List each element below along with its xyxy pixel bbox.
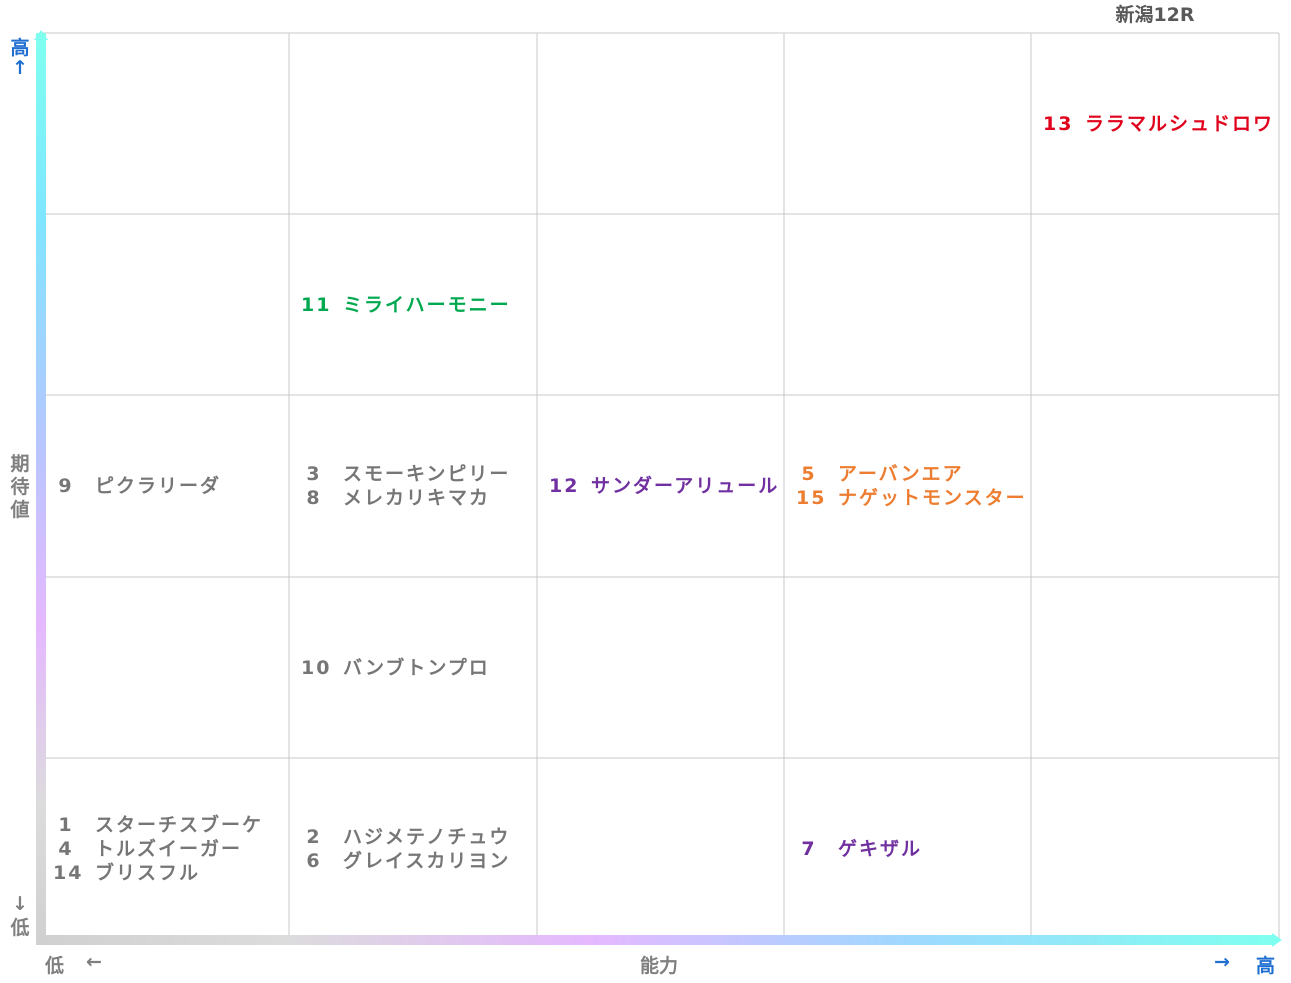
- grid-cell: 5 アーバンエア 15 ナゲットモンスター: [784, 395, 1031, 577]
- x-axis-bar: [36, 935, 1274, 945]
- horse-number: 8: [306, 487, 322, 509]
- y-axis-bar: [36, 33, 46, 943]
- x-axis-title: 能力: [640, 955, 679, 977]
- race-title: 新潟12R: [1115, 4, 1195, 26]
- grid-cell: 9 ピクラリーダ: [41, 395, 289, 577]
- horse-name: サンダーアリュール: [591, 475, 780, 497]
- horse-name: ハジメテノチュウ: [343, 826, 511, 848]
- y-axis-arrowhead: [34, 30, 48, 40]
- horse-entry: 8 メレカリキマカ: [301, 486, 490, 510]
- horse-name: スモーキンピリー: [343, 463, 511, 485]
- horse-number: 12: [549, 475, 580, 497]
- horse-number: 14: [53, 862, 84, 884]
- grid-cell: 7 ゲキザル: [784, 758, 1031, 940]
- grid-cell: 1 スターチスブーケ 4 トルズイーガー 14 ブリスフル: [41, 758, 289, 940]
- horse-number: 11: [301, 293, 332, 316]
- horse-name: トルズイーガー: [95, 838, 243, 860]
- horse-entry: 12 サンダーアリュール: [549, 474, 779, 498]
- horse-number: 10: [301, 656, 332, 679]
- horse-name: アーバンエア: [838, 463, 964, 485]
- x-axis-right-arrow: →: [1214, 951, 1230, 973]
- horse-name: ピクラリーダ: [95, 475, 222, 497]
- horse-name: ブリスフル: [95, 862, 201, 884]
- grid-cell: 10 バンブトンプロ: [289, 577, 537, 758]
- horse-number: 15: [796, 487, 827, 509]
- y-axis-title: 期待値: [10, 453, 30, 521]
- horse-name: バンブトンプロ: [343, 656, 490, 679]
- grid-cell: 12 サンダーアリュール: [537, 395, 784, 577]
- grid-cell: 13 ララマルシュドロワ: [1031, 33, 1279, 214]
- horse-name: グレイスカリヨン: [343, 850, 511, 872]
- grid-cell: 3 スモーキンピリー 8 メレカリキマカ: [289, 395, 537, 577]
- horse-name: ララマルシュドロワ: [1085, 112, 1275, 135]
- horse-number: 6: [306, 850, 322, 872]
- horse-name: ミライハーモニー: [343, 293, 511, 316]
- horse-entry: 11 ミライハーモニー: [301, 293, 511, 317]
- horse-entry: 14 ブリスフル: [53, 861, 200, 885]
- horse-name: ナゲットモンスター: [838, 487, 1027, 509]
- y-axis-low-label: 低: [10, 917, 30, 939]
- horse-name: ゲキザル: [838, 838, 923, 860]
- horse-entry: 1 スターチスブーケ: [53, 813, 263, 837]
- horse-number: 3: [306, 463, 322, 485]
- x-axis-high-label: 高: [1256, 955, 1276, 977]
- horse-entry: 10 バンブトンプロ: [301, 656, 490, 680]
- y-axis-high-label: 高: [10, 37, 30, 59]
- horse-entry: 9 ピクラリーダ: [53, 474, 221, 498]
- horse-number: 2: [306, 826, 322, 848]
- horse-name: メレカリキマカ: [343, 487, 491, 509]
- x-axis-left-arrow: ←: [86, 951, 102, 973]
- x-axis-arrowhead: [1272, 933, 1282, 947]
- y-axis-up-arrow: ↑: [12, 57, 28, 79]
- horse-number: 4: [58, 838, 74, 860]
- horse-entry: 3 スモーキンピリー: [301, 462, 510, 486]
- horse-entry: 2 ハジメテノチュウ: [301, 825, 510, 849]
- horse-entry: 15 ナゲットモンスター: [796, 486, 1027, 510]
- horse-number: 5: [801, 463, 817, 485]
- grid-cell: 2 ハジメテノチュウ 6 グレイスカリヨン: [289, 758, 537, 940]
- horse-number: 13: [1043, 112, 1074, 135]
- horse-entry: 7 ゲキザル: [796, 837, 922, 861]
- horse-number: 1: [58, 814, 74, 836]
- x-axis-low-label: 低: [45, 955, 65, 977]
- horse-entry: 6 グレイスカリヨン: [301, 849, 510, 873]
- horse-number: 7: [801, 838, 817, 860]
- horse-name: スターチスブーケ: [95, 814, 264, 836]
- y-axis-down-arrow: ↓: [12, 893, 28, 915]
- horse-entry: 13 ララマルシュドロワ: [1043, 112, 1274, 136]
- horse-entry: 4 トルズイーガー: [53, 837, 242, 861]
- horse-number: 9: [58, 475, 74, 497]
- grid-cell: 11 ミライハーモニー: [289, 214, 537, 395]
- horse-entry: 5 アーバンエア: [796, 462, 964, 486]
